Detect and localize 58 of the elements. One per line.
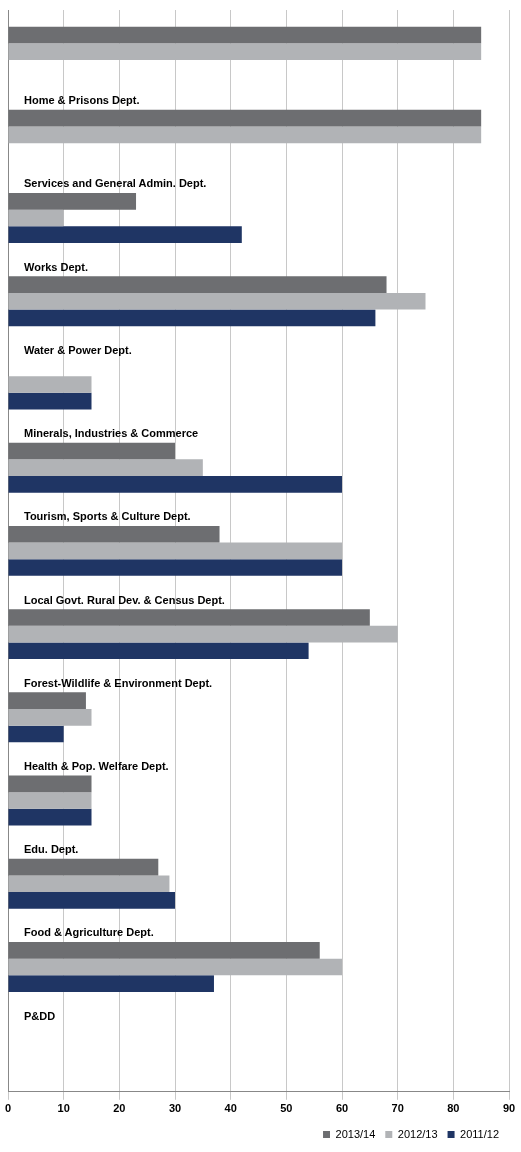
bar [8,709,92,726]
x-tick-label: 50 [280,1102,293,1115]
x-tick-label: 10 [57,1102,70,1115]
bar [8,542,342,560]
bar [8,392,92,410]
x-tick-label: 30 [168,1102,182,1115]
y-tick-label: Home & Prisons Dept. [24,94,140,107]
bar [8,26,482,44]
bar [8,775,92,793]
bar [8,376,92,393]
bar [8,858,159,876]
bar [8,292,426,310]
bar [8,559,342,576]
y-tick-label: Forest-Wildlife & Environment Dept. [24,676,213,689]
x-tick-label: 0 [4,1102,12,1115]
bar [8,725,64,743]
y-tick-label: Works Dept. [24,260,88,273]
bar [8,193,137,210]
bar [8,43,482,60]
bar [8,476,342,493]
bar [8,226,242,243]
y-tick-label: Health & Pop. Welfare Dept. [24,759,169,772]
bar [8,276,387,293]
bar [8,942,320,959]
bar [8,975,214,992]
bar [8,808,92,826]
y-tick-label: Minerals, Industries & Commerce [24,427,199,440]
bar [8,459,203,477]
x-tick-label: 70 [391,1102,404,1115]
bar [8,442,175,460]
bar [8,642,309,660]
bar [8,609,370,626]
legend-label: 2012/13 [397,1127,438,1140]
y-tick-label: Food & Agriculture Dept. [24,926,154,939]
y-tick-label: Edu. Dept. [24,843,79,856]
bar [8,625,398,643]
bar [8,126,482,144]
bar [8,958,342,976]
y-tick-label: P&DD [24,1009,56,1022]
y-tick-label: Services and General Admin. Dept. [24,177,207,190]
legend-label: 2011/12 [460,1127,500,1140]
x-tick-label: 40 [224,1102,237,1115]
bar [8,109,482,127]
bar [8,892,175,909]
y-tick-label: Water & Power Dept. [24,343,132,356]
x-tick-label: 60 [335,1102,349,1115]
x-tick-label: 20 [113,1102,126,1115]
bar [8,792,92,809]
bar [8,875,170,893]
bar [8,525,220,543]
legend-label: 2013/14 [335,1127,376,1140]
y-tick-label: Tourism, Sports & Culture Dept. [24,510,191,523]
bar [8,692,86,710]
y-tick-label: Local Govt. Rural Dev. & Census Dept. [24,593,225,606]
bar [8,309,376,327]
x-tick-label: 90 [502,1102,516,1115]
x-tick-label: 80 [447,1102,460,1115]
bar [8,209,64,227]
